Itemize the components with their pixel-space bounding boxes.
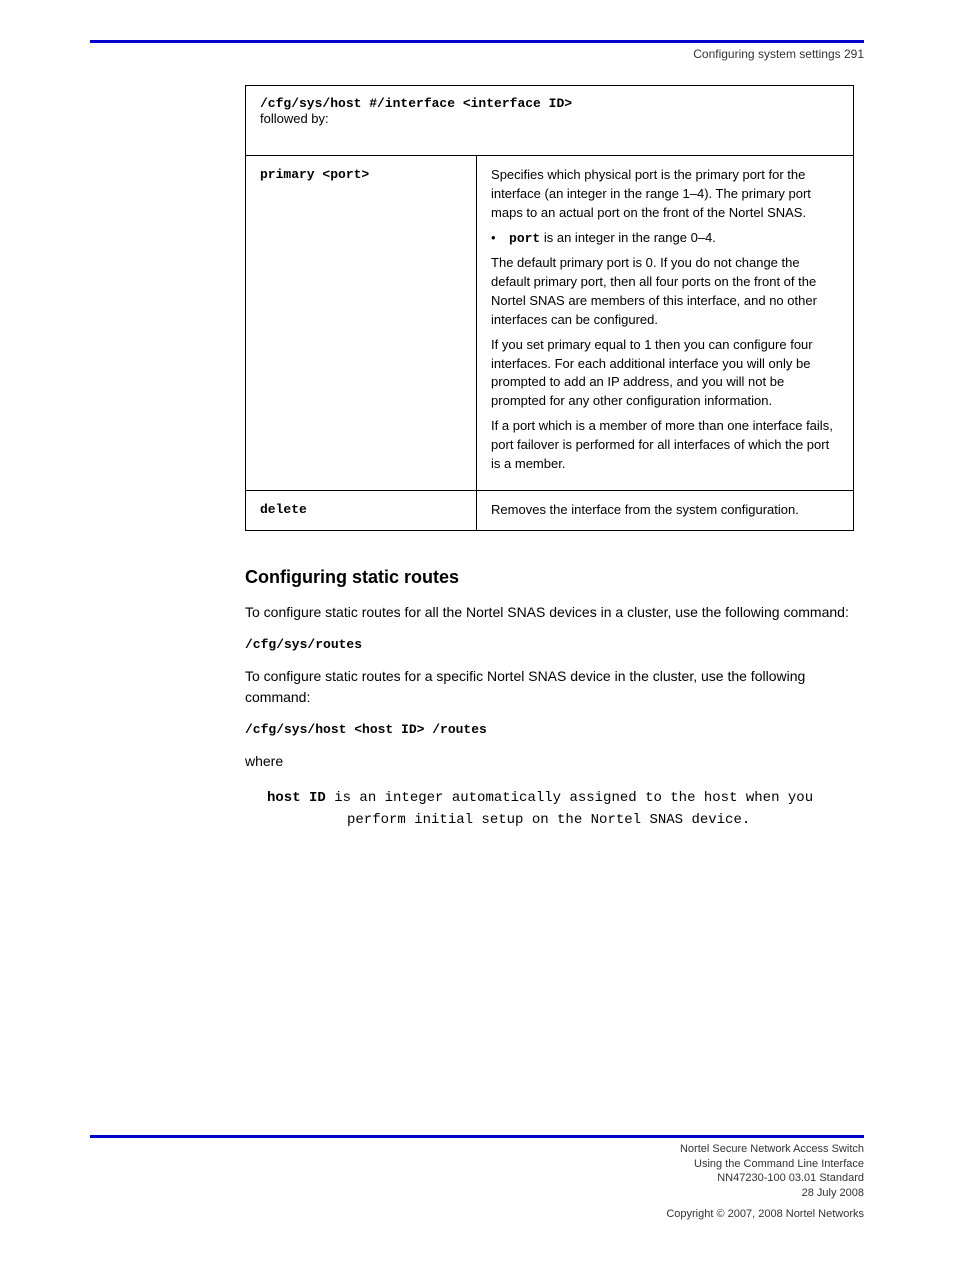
cmd-cell: primary <port>	[246, 156, 477, 491]
where-label: where	[245, 751, 854, 772]
table-subheader: followed by:	[260, 111, 329, 126]
section-p1: To configure static routes for all the N…	[245, 602, 854, 623]
desc-p3: If you set primary equal to 1 then you c…	[491, 336, 839, 411]
cmd-text: primary <port>	[260, 167, 369, 182]
where-code: host ID	[267, 790, 326, 806]
footer-copyright: Copyright © 2007, 2008 Nortel Networks	[90, 1207, 864, 1222]
desc-p4: If a port which is a member of more than…	[491, 417, 839, 474]
cmd-line-2: /cfg/sys/host <host ID> /routes	[245, 722, 854, 737]
page-header: Configuring system settings 291	[90, 47, 864, 61]
desc-p1: Specifies which physical port is the pri…	[491, 166, 839, 223]
header-rule	[90, 40, 864, 43]
cmd-line-1: /cfg/sys/routes	[245, 637, 854, 652]
bullet-rest: is an integer in the range 0–4.	[540, 230, 716, 245]
section-heading: Configuring static routes	[245, 567, 854, 588]
footer-rule	[90, 1135, 864, 1138]
footer-text: Nortel Secure Network Access Switch Usin…	[90, 1142, 864, 1222]
footer-l3: NN47230-100 03.01 Standard	[90, 1171, 864, 1186]
table-row: delete Removes the interface from the sy…	[246, 490, 854, 530]
footer-l4: 28 July 2008	[90, 1186, 864, 1201]
cmd-text: delete	[260, 502, 307, 517]
bullet-code: port	[509, 231, 540, 246]
page-footer: Nortel Secure Network Access Switch Usin…	[90, 1135, 864, 1222]
footer-l2: Using the Command Line Interface	[90, 1157, 864, 1172]
where-text: is an integer automatically assigned to …	[326, 790, 813, 828]
command-table: /cfg/sys/host #/interface <interface ID>…	[245, 85, 854, 531]
footer-l1: Nortel Secure Network Access Switch	[90, 1142, 864, 1157]
header-right: Configuring system settings 291	[693, 47, 864, 61]
where-block: host ID is an integer automatically assi…	[267, 786, 854, 831]
bullet-text: port is an integer in the range 0–4.	[509, 229, 839, 249]
cmd-cell: delete	[246, 490, 477, 530]
desc-cell: Specifies which physical port is the pri…	[477, 156, 854, 491]
section-p2: To configure static routes for a specifi…	[245, 666, 854, 708]
desc-p2: The default primary port is 0. If you do…	[491, 254, 839, 329]
bullet-dot-icon: •	[491, 229, 509, 249]
table-title-cell: /cfg/sys/host #/interface <interface ID>…	[246, 86, 854, 156]
where-item: host ID is an integer automatically assi…	[267, 786, 854, 831]
bullet-item: • port is an integer in the range 0–4.	[491, 229, 839, 249]
table-row: primary <port> Specifies which physical …	[246, 156, 854, 491]
desc-cell: Removes the interface from the system co…	[477, 490, 854, 530]
table-title: /cfg/sys/host #/interface <interface ID>	[260, 96, 572, 111]
desc-plain: Removes the interface from the system co…	[491, 502, 799, 517]
